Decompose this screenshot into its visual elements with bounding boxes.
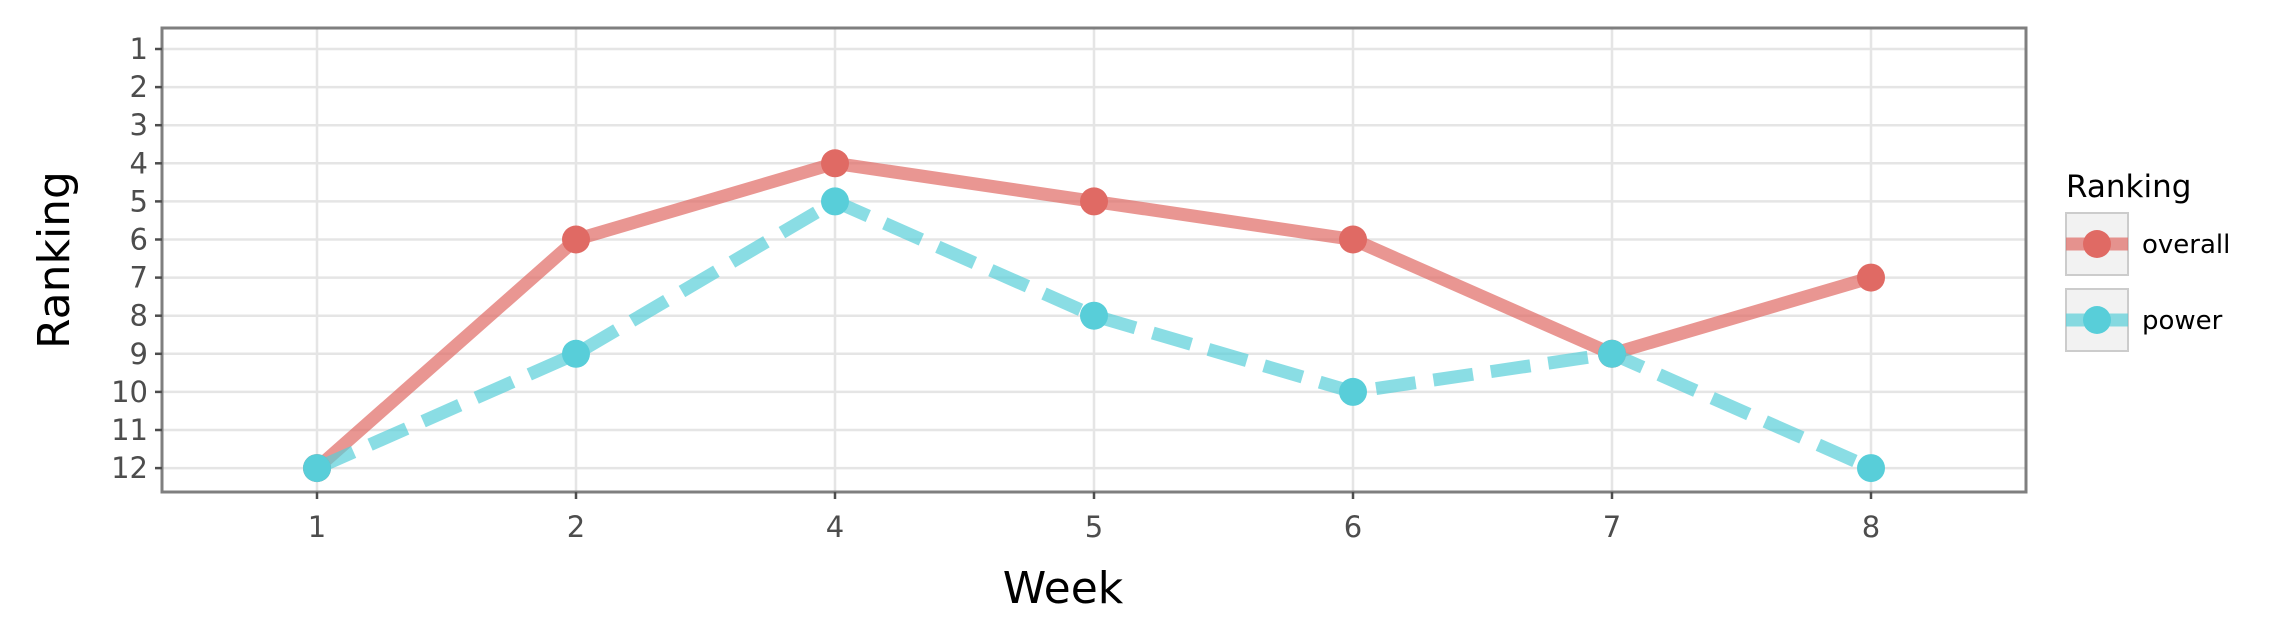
y-tick-label: 2 xyxy=(130,70,148,104)
data-point-overall xyxy=(821,149,849,178)
legend-label-power: power xyxy=(2142,306,2223,336)
data-point-power xyxy=(821,187,849,216)
x-tick-label: 7 xyxy=(1603,510,1621,544)
legend-marker-power xyxy=(2083,306,2111,334)
y-tick-label: 4 xyxy=(130,146,148,180)
x-tick-label: 6 xyxy=(1344,510,1362,544)
data-point-power xyxy=(1598,339,1626,368)
legend: Ranking overall power xyxy=(2065,169,2230,352)
x-tick-label: 1 xyxy=(308,510,326,544)
y-tick-label: 10 xyxy=(111,375,148,409)
x-tick-label: 5 xyxy=(1085,510,1103,544)
y-tick-label: 8 xyxy=(130,299,148,333)
data-point-overall xyxy=(1080,187,1108,216)
y-tick-label: 7 xyxy=(130,261,148,295)
x-axis-title: Week xyxy=(1003,563,1124,614)
y-tick-label: 3 xyxy=(130,108,148,142)
x-tick-label: 2 xyxy=(567,510,585,544)
data-point-power xyxy=(1080,301,1108,330)
data-point-power xyxy=(562,339,590,368)
data-point-overall xyxy=(1339,225,1367,254)
data-point-overall xyxy=(562,225,590,254)
grid-lines xyxy=(162,28,2026,492)
legend-marker-overall xyxy=(2083,230,2111,258)
legend-title: Ranking xyxy=(2066,169,2191,205)
x-tick-label: 8 xyxy=(1862,510,1880,544)
x-axis: 1 2 4 5 6 7 8 xyxy=(308,492,1880,544)
data-point-power xyxy=(1857,454,1885,483)
y-tick-label: 6 xyxy=(130,223,148,257)
y-tick-label: 12 xyxy=(111,451,148,485)
y-tick-label: 9 xyxy=(130,337,148,371)
data-point-power xyxy=(1339,377,1367,406)
legend-label-overall: overall xyxy=(2142,230,2230,260)
y-tick-label: 11 xyxy=(111,413,148,447)
y-tick-label: 1 xyxy=(130,32,148,66)
y-axis-title: Ranking xyxy=(29,171,80,349)
series-points xyxy=(303,149,1885,483)
x-tick-label: 4 xyxy=(826,510,844,544)
data-point-overall xyxy=(1857,263,1885,292)
y-tick-label: 5 xyxy=(130,184,148,218)
data-point-power xyxy=(303,454,331,483)
